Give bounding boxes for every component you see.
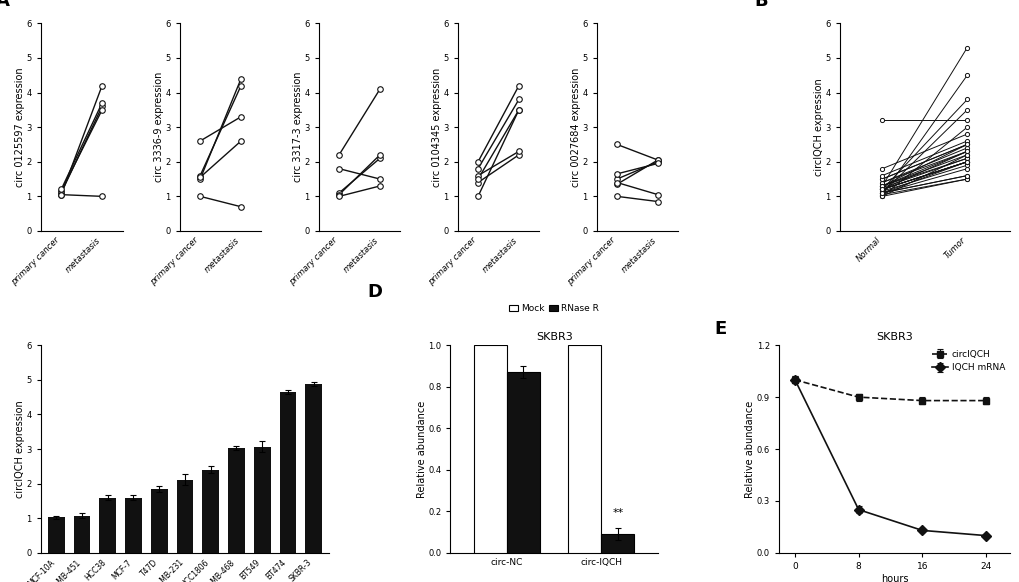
Bar (506, 372, 539, 553)
Y-axis label: circ 0027684 expression: circ 0027684 expression (571, 68, 580, 187)
Bar (254, 446, 270, 553)
Text: **: ** (611, 508, 623, 517)
Bar (48, 517, 64, 553)
Bar (202, 470, 219, 553)
Text: B: B (754, 0, 767, 10)
Y-axis label: circ 3336-9 expression: circ 3336-9 expression (154, 72, 164, 182)
Y-axis label: circ 3317-3 expression: circ 3317-3 expression (292, 72, 303, 182)
Legend: circIQCH, IQCH mRNA: circIQCH, IQCH mRNA (927, 346, 1008, 376)
Y-axis label: Relative abundance: Relative abundance (745, 400, 755, 498)
Text: E: E (713, 320, 726, 338)
Bar (305, 384, 322, 553)
Title: SKBR3: SKBR3 (535, 332, 572, 342)
Bar (601, 534, 634, 553)
Y-axis label: circ 0104345 expression: circ 0104345 expression (431, 68, 441, 187)
Y-axis label: circ 0125597 expression: circ 0125597 expression (15, 68, 25, 187)
Text: D: D (367, 283, 382, 301)
X-axis label: hours: hours (879, 574, 907, 582)
Bar (474, 345, 506, 553)
Bar (279, 392, 297, 553)
Bar (125, 498, 142, 553)
Bar (151, 489, 167, 553)
Y-axis label: Relative abundance: Relative abundance (416, 400, 426, 498)
Bar (99, 498, 116, 553)
Y-axis label: circIQCH expression: circIQCH expression (813, 78, 823, 176)
Text: A: A (0, 0, 10, 10)
Bar (73, 516, 91, 553)
Bar (568, 345, 601, 553)
Legend: Mock, RNase R: Mock, RNase R (505, 300, 602, 317)
Bar (228, 448, 245, 553)
Bar (176, 480, 194, 553)
Y-axis label: circIQCH expression: circIQCH expression (15, 400, 25, 498)
Title: SKBR3: SKBR3 (875, 332, 912, 342)
